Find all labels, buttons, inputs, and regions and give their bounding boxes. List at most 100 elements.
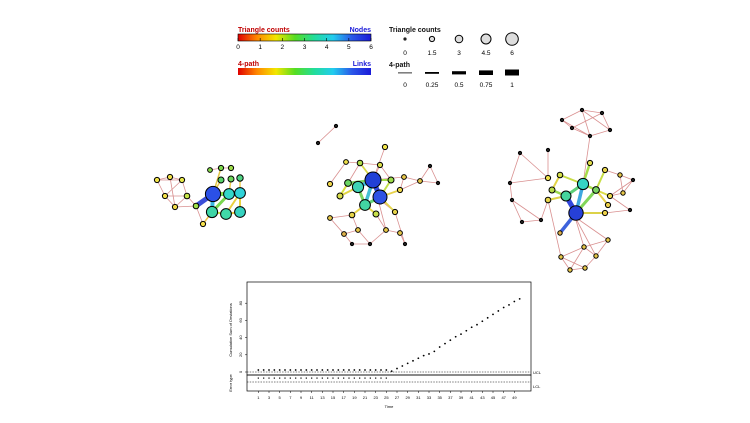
upper-plot-frame — [246, 281, 532, 376]
link-bar-right-title: Links — [353, 61, 371, 68]
data-point — [401, 365, 404, 367]
link-bar-left-title: 4-path — [238, 61, 259, 68]
lower-data-point — [305, 377, 307, 379]
data-point — [417, 357, 420, 360]
link-color-legend: 4-path Links — [238, 61, 371, 75]
data-point — [454, 335, 457, 338]
node-bar-tick-label: 3 — [303, 44, 307, 51]
x-tick-label: 35 — [437, 395, 442, 400]
data-point — [444, 342, 446, 345]
data-point — [502, 306, 505, 309]
lower-data-point — [263, 377, 265, 379]
size-legend-circle-3 — [480, 33, 492, 45]
data-point — [492, 313, 494, 316]
x-tick-label: 49 — [512, 395, 517, 400]
x-ticks: 1 3 5 7 9 11 13 15 17 19 21 23 25 27 29 31 33 35 37 39 41 43 4… — [257, 391, 517, 400]
data-points — [257, 298, 521, 373]
size-legend-label-4: 6 — [510, 50, 514, 57]
data-point — [374, 369, 377, 371]
cusum-chart: UCL LCL Time Cumulative Sum of Deviation… — [228, 281, 542, 409]
x-tick-label: 7 — [289, 395, 292, 400]
size-legend-label-0: 0 — [403, 50, 407, 57]
node-bar-left-title: Triangle counts — [238, 27, 290, 34]
y-axis-label: Cumulative Sum of Deviations — [228, 303, 233, 357]
size-legend-circle-4 — [505, 32, 519, 46]
size-legend-circle-2 — [454, 34, 464, 44]
data-point — [465, 329, 468, 332]
x-tick-label: 13 — [320, 395, 325, 400]
size-legend-label-3: 4.5 — [481, 50, 490, 57]
width-legend-label-1: 0.25 — [426, 82, 439, 89]
x-tick-label: 3 — [268, 395, 271, 400]
x-tick-label: 27 — [395, 395, 400, 400]
width-legend-line-4 — [505, 69, 519, 76]
data-point — [289, 369, 292, 371]
x-tick-label: 23 — [373, 395, 378, 400]
x-tick-label: 29 — [405, 395, 410, 400]
size-legend-title: Triangle counts — [389, 27, 441, 34]
lower-data-point — [321, 377, 323, 379]
x-tick-label: 45 — [491, 395, 496, 400]
width-legend-title: 4-path — [389, 62, 410, 69]
width-legend-line-0 — [398, 72, 412, 74]
width-legend-label-4: 1 — [510, 82, 514, 89]
x-tick-label: 43 — [480, 395, 485, 400]
lower-data-point — [353, 377, 355, 379]
x-tick-label: 11 — [310, 395, 315, 400]
width-legend-line-3 — [479, 70, 493, 75]
data-point — [406, 362, 409, 365]
y-tick-label: 60 — [238, 317, 243, 322]
lower-data-point — [348, 377, 350, 379]
lower-data-point — [380, 377, 382, 379]
lower-data-point — [337, 377, 339, 379]
data-point — [396, 367, 398, 370]
data-point — [369, 369, 372, 371]
data-point — [332, 369, 334, 371]
lower-data-point — [268, 377, 270, 379]
data-point — [284, 369, 286, 371]
data-point — [513, 300, 516, 303]
node-bar-tick-label: 6 — [369, 44, 373, 51]
data-point — [278, 369, 281, 371]
y-tick-label: 0 — [238, 370, 243, 373]
data-point — [300, 369, 302, 371]
data-point — [353, 369, 356, 371]
lower-data-point — [295, 377, 297, 379]
data-point — [294, 369, 297, 371]
data-point — [257, 369, 260, 371]
data-point — [342, 369, 345, 371]
data-point — [305, 369, 308, 371]
data-point — [390, 370, 393, 373]
x-tick-label: 19 — [352, 395, 357, 400]
lower-data-points — [257, 377, 387, 379]
lower-data-point — [385, 377, 387, 379]
network-graph-left — [153, 164, 246, 228]
network-graph-right — [507, 107, 636, 273]
node-bar-tick-label: 5 — [347, 44, 351, 51]
size-legend-circle-0 — [403, 37, 407, 41]
data-point — [518, 298, 521, 300]
lower-data-point — [375, 377, 377, 379]
size-legend-label-1: 1.5 — [427, 50, 436, 57]
data-point — [385, 369, 388, 371]
lower-data-point — [316, 377, 318, 379]
data-point — [262, 369, 265, 371]
lower-data-point — [284, 377, 286, 379]
data-point — [268, 369, 270, 371]
lower-data-point — [364, 377, 366, 379]
data-point — [358, 369, 361, 371]
data-point — [326, 369, 329, 371]
data-point — [310, 369, 313, 371]
y-tick-label: 40 — [238, 335, 243, 340]
data-point — [433, 350, 436, 353]
x-tick-label: 41 — [469, 395, 474, 400]
node-bar-ticks: 0 1 2 3 4 5 6 — [236, 38, 373, 51]
x-tick-label: 17 — [341, 395, 346, 400]
node-bar-tick-label: 4 — [325, 44, 329, 51]
ucl-label: UCL — [533, 370, 542, 375]
data-point — [449, 339, 452, 342]
data-point — [337, 369, 340, 371]
lower-data-point — [257, 377, 259, 379]
width-legend-label-3: 0.75 — [480, 82, 493, 89]
